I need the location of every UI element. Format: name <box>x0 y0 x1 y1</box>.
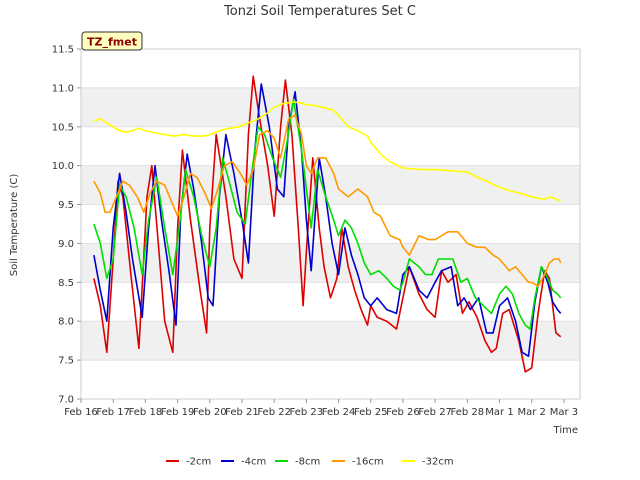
legend-label: -2cm <box>186 457 211 468</box>
series-line-4cmcm <box>93 83 562 358</box>
y-axis-ticks: 7.0 7.5 8.0 8.5 9.0 9.5 10.0 10.5 11.0 11.5 <box>52 45 81 406</box>
chart-title: Tonzi Soil Temperatures Set C <box>223 4 416 19</box>
grid-bands <box>81 87 580 361</box>
y-axis-title: Soil Temperature (C) <box>9 174 20 277</box>
series-line-32cmcm <box>93 101 561 202</box>
legend-label: -32cm <box>422 457 454 468</box>
x-tick-label: Feb 18 <box>129 407 163 418</box>
x-tick-label: Feb 21 <box>225 407 259 418</box>
y-tick-label: 9.5 <box>58 200 74 211</box>
legend: -2cm -4cm -8cm -16cm -32cm <box>166 457 454 468</box>
grid-band <box>81 243 580 283</box>
legend-item: -16cm <box>332 457 384 468</box>
y-tick-label: 11.0 <box>52 83 74 94</box>
series-lines <box>93 75 562 373</box>
x-tick-label: Feb 26 <box>386 407 420 418</box>
x-axis-title: Time <box>553 425 578 436</box>
legend-item: -8cm <box>275 457 320 468</box>
badge: TZ_fmet <box>81 31 143 51</box>
y-tick-label: 7.5 <box>58 356 74 367</box>
badge-label: TZ_fmet <box>87 36 137 49</box>
x-tick-label: Feb 19 <box>161 407 195 418</box>
y-tick-label: 7.0 <box>58 395 74 406</box>
x-tick-label: Mar 2 <box>517 407 545 418</box>
legend-label: -16cm <box>352 457 384 468</box>
x-tick-label: Feb 24 <box>322 407 356 418</box>
legend-label: -4cm <box>241 457 266 468</box>
y-tick-label: 8.5 <box>58 278 74 289</box>
legend-item: -32cm <box>402 457 454 468</box>
grid-band <box>81 321 580 361</box>
y-tick-label: 9.0 <box>58 239 74 250</box>
plot-frame <box>80 48 581 400</box>
series-line-8cmcm <box>93 98 562 330</box>
legend-item: -4cm <box>221 457 266 468</box>
y-tick-label: 10.5 <box>52 122 74 133</box>
series-line-2cmcm <box>93 75 562 373</box>
x-tick-label: Feb 17 <box>96 407 130 418</box>
grid-band <box>81 87 580 127</box>
x-tick-label: Feb 20 <box>193 407 227 418</box>
legend-item: -2cm <box>166 457 211 468</box>
x-tick-label: Feb 16 <box>64 407 98 418</box>
x-tick-label: Feb 28 <box>451 407 485 418</box>
x-tick-label: Feb 27 <box>418 407 452 418</box>
x-tick-label: Feb 23 <box>290 407 324 418</box>
badge-box <box>81 31 143 51</box>
x-tick-label: Feb 25 <box>354 407 388 418</box>
legend-label: -8cm <box>295 457 320 468</box>
y-tick-label: 11.5 <box>52 45 74 56</box>
x-tick-label: Mar 3 <box>550 407 578 418</box>
y-tick-label: 10.0 <box>52 161 74 172</box>
x-tick-label: Mar 1 <box>485 407 513 418</box>
x-tick-label: Feb 22 <box>257 407 291 418</box>
y-tick-label: 8.0 <box>58 317 74 328</box>
series-line-16cmcm <box>93 114 562 288</box>
